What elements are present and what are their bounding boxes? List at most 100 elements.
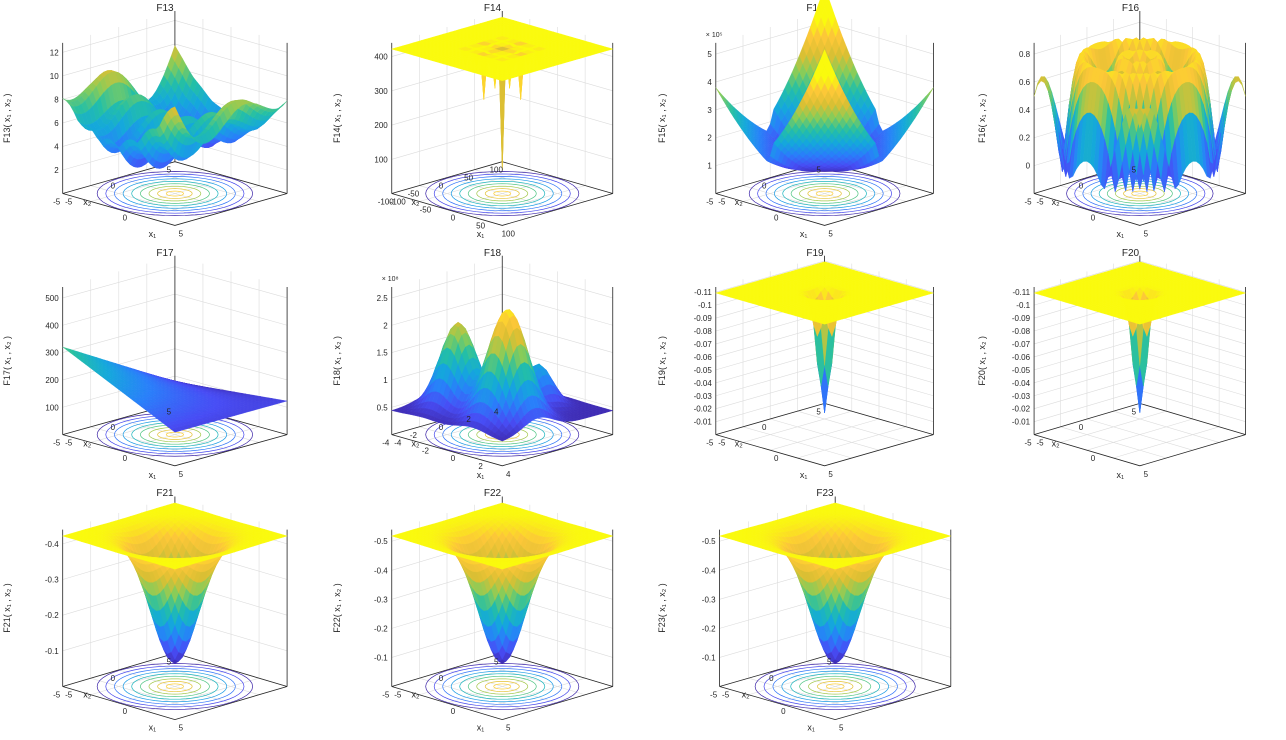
z-tick-label: 6: [54, 119, 59, 128]
y-tick-label: -100: [378, 198, 395, 207]
y-tick-labels: -5 0 5: [382, 657, 499, 699]
y-tick-label: -5: [710, 690, 718, 699]
chart-f13: F13 2 4 6 8 10 12 -5 0 5 -5 0 5 x₁ x₂ F13( x₁ , x₂ ): [2, 3, 288, 239]
z-tick-label: -0.1: [45, 647, 59, 656]
z-tick-labels: 100 200 300 400 500: [45, 294, 59, 412]
chart-title: F20: [1122, 248, 1140, 259]
surface: [1033, 261, 1247, 413]
z-tick-label: 2: [383, 321, 388, 330]
y-tick-label: 0: [439, 674, 444, 683]
z-tick-label: -0.4: [702, 566, 716, 575]
z-tick-label: 0.4: [1019, 106, 1031, 115]
z-tick-label: -0.06: [1012, 353, 1031, 362]
y-tick-label: -5: [382, 690, 390, 699]
y-tick-labels: -4 -2 0 2 4: [382, 407, 499, 447]
chart-title: F17: [156, 248, 174, 259]
chart-title: F22: [484, 488, 502, 499]
z-tick-label: -0.4: [374, 566, 388, 575]
y-tick-labels: -5 0 5: [710, 657, 832, 699]
y-tick-label: 2: [466, 415, 471, 424]
x-tick-label: 5: [179, 470, 184, 479]
x-axis-label: x₁: [149, 229, 157, 239]
x-tick-label: -5: [65, 439, 73, 448]
z-axis-label: F19( x₁ , x₂ ): [657, 336, 667, 386]
z-tick-label: 5: [707, 50, 712, 59]
surface: [718, 502, 952, 664]
z-tick-label: 300: [374, 87, 388, 96]
x-axis-label: x₁: [1116, 229, 1124, 239]
x-tick-labels: -4 -2 0 2 4: [394, 439, 511, 479]
z-tick-label: 0.5: [377, 403, 389, 412]
z-tick-labels: -0.1 -0.2 -0.3 -0.4 -0.5: [702, 537, 716, 662]
y-tick-label: 0: [769, 674, 774, 683]
chart-f15: F15 1 2 3 4 5 -5 0 5 -5 0 5 x₁ x₂ F15( x₁ , x₂ ) × 10⁵: [657, 0, 934, 239]
y-tick-label: 5: [494, 657, 499, 666]
z-tick-label: -0.03: [1012, 392, 1031, 401]
x-tick-labels: -5 0 5: [65, 690, 184, 732]
z-axis-label: F23( x₁ , x₂ ): [657, 583, 667, 633]
y-tick-label: 4: [494, 407, 499, 416]
y-axis-label: x₂: [411, 690, 420, 700]
x-tick-label: 5: [828, 470, 833, 479]
x-tick-labels: -100 -50 0 50 100: [390, 198, 516, 239]
z-tick-labels: -0.1 -0.2 -0.3 -0.4: [45, 540, 59, 656]
z-tick-label: -0.3: [374, 595, 388, 604]
z-tick-label: -0.09: [1012, 314, 1031, 323]
x-tick-label: -2: [422, 446, 430, 455]
y-tick-label: 5: [1132, 407, 1137, 416]
y-tick-labels: -5 0 5: [706, 166, 821, 207]
z-tick-label: 10: [50, 72, 59, 81]
y-tick-label: 5: [816, 166, 821, 175]
z-tick-label: -0.03: [694, 392, 713, 401]
surface: [1033, 37, 1246, 192]
x-axis-label: x₁: [1116, 470, 1124, 480]
surface: [390, 16, 614, 171]
contour-lines: [96, 663, 254, 710]
z-tick-label: -0.5: [702, 537, 716, 546]
z-axis-label: F15( x₁ , x₂ ): [657, 93, 667, 143]
x-tick-label: 5: [1144, 229, 1149, 238]
surface: [61, 502, 288, 664]
x-axis-label: x₁: [477, 229, 485, 239]
y-tick-labels: -5 0 5: [53, 657, 172, 699]
x-tick-label: 5: [1144, 470, 1149, 479]
x-axis-label: x₁: [477, 723, 485, 733]
subplot-f16: F16 0 0.2 0.4 0.6 0.8 -5 0 5 -5 0 5 x₁ x₂ F16( x₁ , x₂…: [975, 0, 1286, 245]
chart-f16: F16 0 0.2 0.4 0.6 0.8 -5 0 5 -5 0 5 x₁ x₂ F16( x₁ , x₂…: [977, 3, 1246, 239]
y-axis-label: x₂: [735, 197, 744, 207]
contour-lines: [754, 663, 916, 710]
z-tick-label: -0.11: [694, 288, 712, 297]
z-tick-label: -0.07: [1012, 340, 1031, 349]
x-tick-label: 5: [506, 724, 511, 733]
x-tick-label: 0: [123, 707, 128, 716]
x-tick-label: 4: [506, 470, 511, 479]
z-axis-label: F16( x₁ , x₂ ): [977, 93, 987, 143]
chart-f19: F19-0.01-0.02-0.03-0.04-0.05-0.06-0.07-0…: [657, 248, 935, 480]
z-tick-label: -0.04: [1012, 379, 1031, 388]
z-tick-label: -0.06: [694, 353, 713, 362]
chart-f18: F18 0.5 1 1.5 2 2.5 -4 -2 0 2 4 -4 -2 0 2 4 x₁ x₂ F18( x₁ …: [332, 248, 614, 480]
z-tick-labels: -0.01 -0.02 -0.03 -0.04 -0.05 -0.06 -0.07 -0.08…: [694, 288, 713, 426]
y-tick-label: 0: [111, 182, 116, 191]
x-tick-label: -5: [65, 198, 73, 207]
z-tick-label: -0.08: [694, 327, 713, 336]
subplot-f22: F22 -0.1 -0.2 -0.3 -0.4 -0.5 -5 0 5 -5 0 5 x₁ x₂ F22( …: [330, 485, 655, 740]
z-tick-label: 2: [707, 134, 712, 143]
z-tick-label: 0.8: [1019, 50, 1031, 59]
x-tick-label: 5: [179, 724, 184, 733]
z-tick-label: 400: [374, 53, 388, 62]
surface: [390, 502, 614, 664]
z-tick-label: 0.6: [1019, 78, 1031, 87]
x-tick-labels: -5 0 5: [1037, 198, 1149, 239]
z-tick-label: -0.11: [1012, 288, 1030, 297]
z-axis-multiplier: × 10⁵: [706, 32, 723, 39]
z-tick-label: -0.05: [694, 366, 713, 375]
y-tick-labels: -5 0 5: [53, 166, 172, 207]
z-tick-label: 200: [45, 376, 59, 385]
x-tick-labels: -5 0 5: [65, 198, 184, 239]
y-tick-label: -5: [1025, 198, 1033, 207]
subplot-f13: F13 2 4 6 8 10 12 -5 0 5 -5 0 5 x₁ x₂ F13( x₁ , x₂ ): [0, 0, 330, 245]
z-axis-label: F17( x₁ , x₂ ): [2, 336, 12, 386]
subplot-f14: F14 100 200 300 400 -100 -50 0 50 100 -100 -50 0 50 10…: [330, 0, 655, 245]
